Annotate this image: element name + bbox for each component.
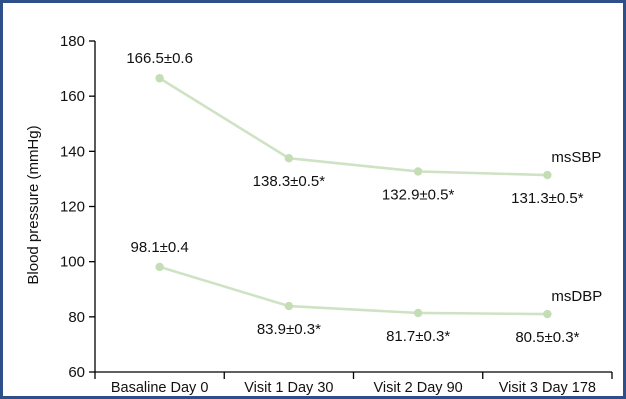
- data-point-msDBP: [413, 308, 423, 318]
- data-point-msSBP: [543, 170, 552, 180]
- y-tick-label: 120: [60, 199, 85, 216]
- data-label: 83.9±0.3*: [257, 321, 321, 338]
- data-point-msDBP: [284, 301, 294, 311]
- series-name-label: msSBP: [551, 149, 601, 166]
- data-point-msDBP: [155, 262, 164, 272]
- series-line-msDBP: [159, 265, 548, 316]
- x-tick-label: Visit 3 Day 178: [499, 380, 596, 396]
- y-tick-label: 140: [60, 143, 85, 160]
- data-label: 131.3±0.5*: [511, 190, 584, 207]
- data-label: 138.3±0.5*: [253, 173, 326, 190]
- data-point-msSBP: [155, 74, 164, 83]
- data-point-msSBP: [413, 167, 423, 176]
- y-tick-label: 80: [68, 309, 85, 326]
- x-tick-label: Visit 1 Day 30: [244, 380, 333, 396]
- x-tick-label: Visit 2 Day 90: [374, 380, 463, 396]
- y-tick-label: 180: [60, 33, 85, 50]
- series-layer: [155, 74, 552, 319]
- series-name-label: msDBP: [551, 288, 602, 305]
- data-label: 81.7±0.3*: [386, 328, 450, 345]
- labels-layer: 166.5±0.6 138.3±0.5* 132.9±0.5* 131.3±0.5* m…: [126, 50, 602, 346]
- data-point-msSBP: [284, 154, 294, 163]
- series-line-msSBP: [158, 77, 548, 177]
- y-tick-label: 60: [68, 364, 85, 381]
- data-label: 166.5±0.6: [126, 50, 193, 67]
- data-point-msDBP: [543, 309, 552, 319]
- x-tick-label: Basaline Day 0: [111, 380, 209, 396]
- y-tick-label: 160: [60, 88, 85, 105]
- data-label: 98.1±0.4: [130, 239, 188, 256]
- y-tick-label: 100: [60, 254, 85, 271]
- y-axis-title: Blood pressure (mmHg): [25, 125, 42, 284]
- data-label: 132.9±0.5*: [382, 186, 455, 203]
- axes: 60 80 100 120 140 160 180 Basaline Day 0 Visit 1…: [60, 33, 613, 396]
- data-label: 80.5±0.3*: [515, 329, 579, 346]
